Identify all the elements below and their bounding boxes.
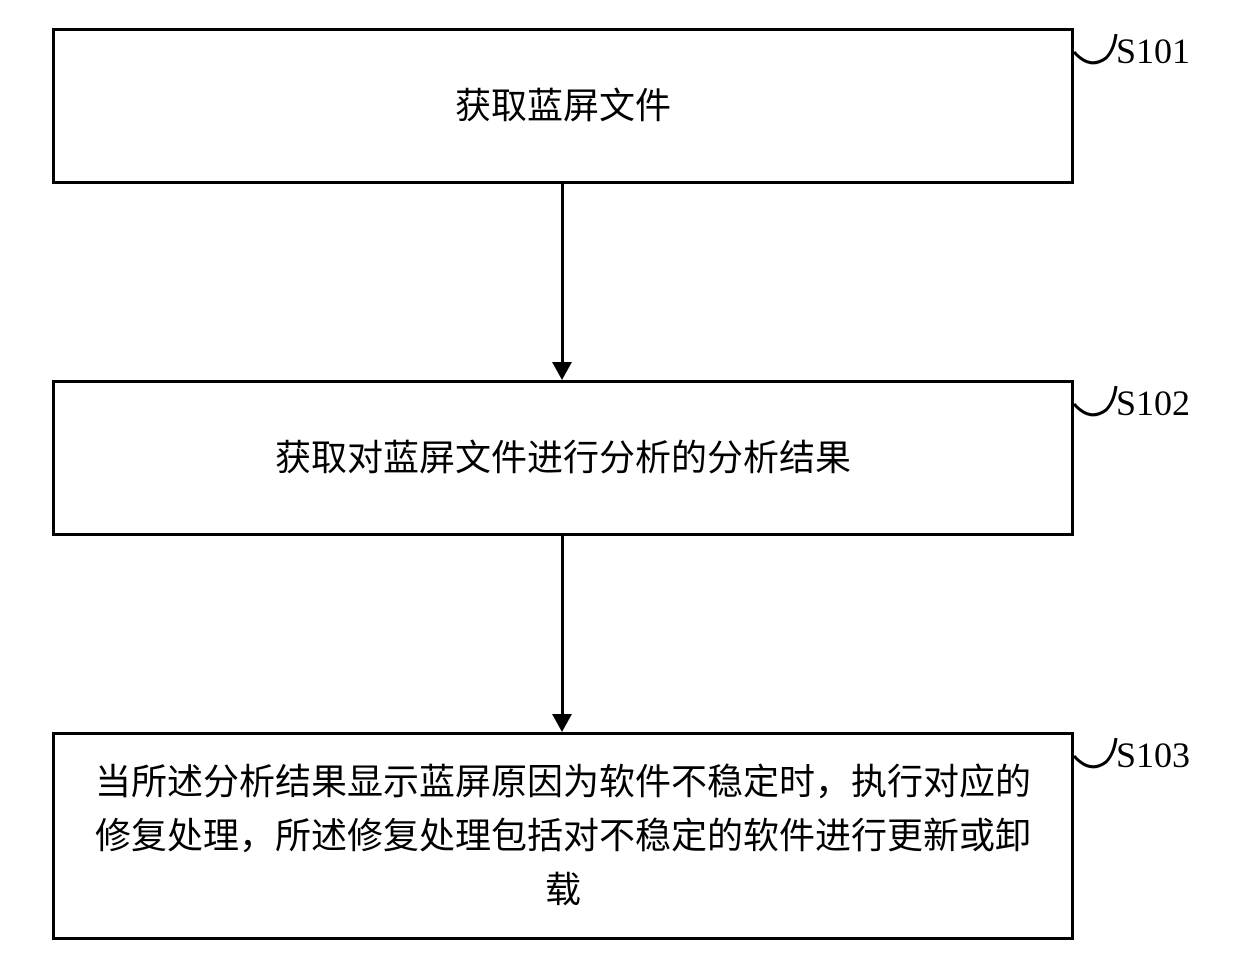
flow-node-s102: 获取对蓝屏文件进行分析的分析结果 bbox=[52, 380, 1074, 536]
connector-curve-s101 bbox=[1072, 28, 1120, 72]
arrow-head-2 bbox=[552, 714, 572, 732]
flow-node-s103: 当所述分析结果显示蓝屏原因为软件不稳定时，执行对应的修复处理，所述修复处理包括对… bbox=[52, 732, 1074, 940]
arrow-edge-1 bbox=[561, 184, 564, 362]
connector-curve-s103 bbox=[1072, 732, 1120, 776]
step-label-s101: S101 bbox=[1116, 30, 1190, 72]
arrow-head-1 bbox=[552, 362, 572, 380]
flow-node-s101: 获取蓝屏文件 bbox=[52, 28, 1074, 184]
step-label-s103: S103 bbox=[1116, 734, 1190, 776]
flow-node-text: 获取对蓝屏文件进行分析的分析结果 bbox=[275, 431, 851, 485]
flow-node-text: 当所述分析结果显示蓝屏原因为软件不稳定时，执行对应的修复处理，所述修复处理包括对… bbox=[83, 755, 1043, 917]
connector-curve-s102 bbox=[1072, 380, 1120, 424]
step-label-s102: S102 bbox=[1116, 382, 1190, 424]
arrow-edge-2 bbox=[561, 536, 564, 714]
flow-node-text: 获取蓝屏文件 bbox=[455, 79, 671, 133]
